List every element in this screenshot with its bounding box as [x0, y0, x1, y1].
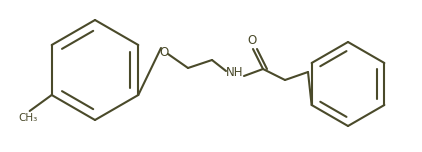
Text: CH₃: CH₃	[18, 113, 37, 123]
Text: O: O	[160, 45, 169, 59]
Text: O: O	[247, 33, 257, 47]
Text: NH: NH	[226, 67, 244, 79]
